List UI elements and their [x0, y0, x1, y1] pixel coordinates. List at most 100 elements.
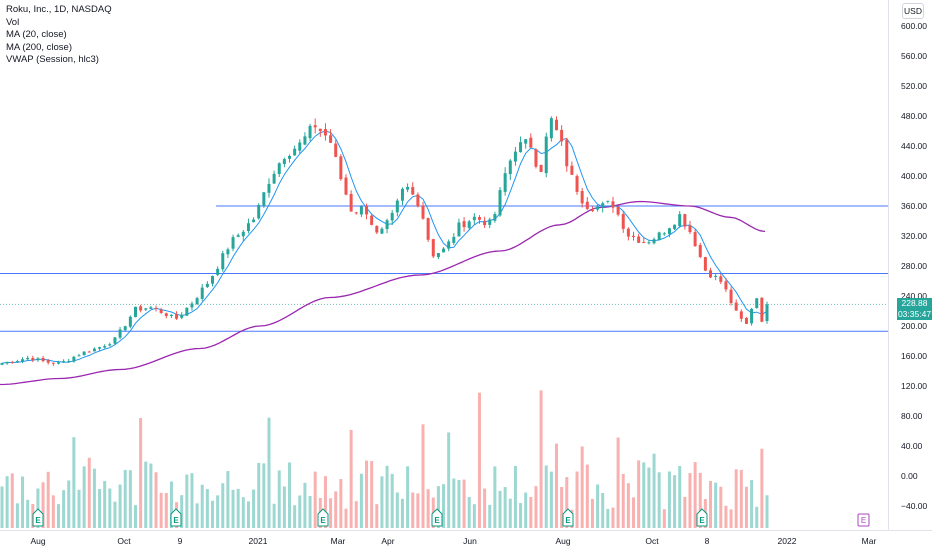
candle-body [390, 212, 394, 221]
volume-bar [195, 503, 199, 528]
candle-body [411, 187, 415, 195]
candle-body [739, 311, 743, 319]
volume-bar [719, 486, 723, 528]
volume-bar [652, 453, 656, 528]
volume-bar [154, 472, 158, 528]
candle-body [662, 233, 666, 235]
candle-body [211, 276, 215, 284]
volume-bar [26, 499, 30, 528]
candle-body [755, 298, 759, 308]
volume-bar [673, 475, 677, 528]
earnings-marker [696, 508, 708, 527]
candle-body [5, 361, 9, 364]
volume-bar [632, 497, 636, 528]
volume-bar [5, 476, 9, 528]
price-tick-label: 600.00 [901, 21, 927, 31]
candlesticks [0, 116, 769, 366]
volume-bar [452, 478, 456, 528]
candle-body [185, 307, 189, 316]
candle-body [221, 253, 225, 270]
candle-body [241, 231, 245, 237]
volume-bar [62, 490, 66, 528]
volume-bar [329, 498, 333, 528]
volume-bar [370, 461, 374, 528]
volume-bar [447, 432, 451, 528]
horizontal-levels[interactable] [0, 205, 888, 332]
volume-bar [221, 483, 225, 528]
candle-body [698, 245, 702, 258]
price-tick-label: 440.00 [901, 141, 927, 151]
candle-body [477, 217, 481, 220]
candle-body [277, 163, 281, 175]
volume-bar [611, 507, 615, 528]
earnings-marker [32, 508, 44, 527]
volume-bar [678, 465, 682, 528]
legend-ma20[interactable]: MA (20, close) [6, 29, 67, 41]
volume-bar [334, 491, 338, 528]
earnings-marker-letter: E [35, 516, 41, 525]
candle-body [642, 242, 646, 244]
candle-body [611, 201, 615, 208]
price-tick-label: 360.00 [901, 201, 927, 211]
volume-bar [46, 471, 50, 528]
volume-bar [15, 503, 19, 528]
volume-bar [205, 489, 209, 528]
volume-bar [272, 503, 276, 528]
volume-bar [375, 504, 379, 528]
volume-bar [123, 469, 127, 528]
volume-bar [385, 465, 389, 528]
candle-body [580, 191, 584, 204]
candle-body [431, 239, 435, 257]
volume-bar [755, 506, 759, 528]
earnings-marker [562, 508, 574, 527]
ma200-path [0, 200, 766, 386]
price-axis-panel[interactable] [0, 0, 932, 531]
candle-body [365, 206, 369, 215]
candle-body [267, 183, 271, 193]
candle-body [334, 143, 338, 157]
candle-body [575, 176, 579, 192]
candle-body [683, 214, 687, 227]
candle-body [416, 194, 420, 207]
price-tick-label: 160.00 [901, 351, 927, 361]
volume-bar [472, 504, 476, 528]
candle-body [524, 139, 528, 144]
candle-body [729, 289, 733, 304]
candle-body [472, 216, 476, 221]
volume-bar [457, 479, 461, 528]
ma20-path [1, 130, 768, 364]
candle-body [226, 249, 230, 255]
price-tick-label: 40.00 [901, 441, 923, 451]
candle-body [323, 129, 327, 136]
time-tick-label: Jun [463, 536, 477, 546]
candle-body [41, 357, 45, 362]
volume-bar [288, 462, 292, 528]
candle-body [87, 351, 91, 353]
candle-body [426, 218, 430, 240]
volume-bar [539, 390, 543, 528]
candle-body [118, 329, 122, 338]
price-axis-labels: 600.00 560.00 520.00 480.00 440.00 400.00 360.… [901, 21, 928, 511]
volume-bar [714, 482, 718, 528]
currency-button[interactable]: USD [902, 3, 924, 19]
candle-body [606, 200, 610, 202]
volume-bar [493, 466, 497, 528]
price-tick-label: 120.00 [901, 381, 927, 391]
candle-body [657, 232, 661, 240]
symbol-title[interactable]: Roku, Inc., 1D, NASDAQ [6, 4, 112, 15]
candle-body [139, 306, 143, 311]
earnings-marker-letter: E [320, 516, 326, 525]
volume-bar [642, 462, 646, 528]
time-tick-label: Mar [862, 536, 877, 546]
candle-body [252, 219, 256, 223]
volume-bar [698, 472, 702, 528]
volume-bar [534, 486, 538, 528]
legend-vol[interactable]: Vol [6, 16, 20, 28]
volume-bar [51, 495, 55, 528]
legend-ma200[interactable]: MA (200, close) [6, 41, 72, 53]
volume-bar [436, 486, 440, 528]
volume-bar [601, 492, 605, 528]
legend-vwap[interactable]: VWAP (Session, hlc3) [6, 54, 99, 66]
